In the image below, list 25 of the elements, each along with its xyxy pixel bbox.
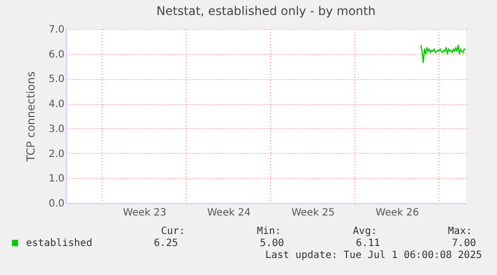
y-tick-label: 6.0 [48,49,64,60]
text: 6.25 [154,238,178,249]
x-tick-label: Week 24 [207,208,251,218]
text: 5.00 [260,238,284,249]
text: 7.00 [452,238,476,249]
text: Cur: [161,226,186,237]
text: Min: [256,226,281,237]
y-tick-label: 4.0 [48,99,64,110]
x-tick-label: Week 25 [291,208,335,218]
text: Avg: [352,226,377,237]
y-tick-label: 5.0 [48,74,64,86]
y-tick-label: 0.0 [48,198,64,210]
y-axis-title: TCP connections [24,71,38,163]
y-tick-label: 7.0 [48,24,64,36]
line-series [420,44,466,64]
y-tick-label: 1.0 [48,174,64,185]
text: Last update: Tue Jul 1 06:00:08 2025 [265,250,482,261]
legend-label: established [26,238,92,249]
y-tick-label: 2.0 [48,148,64,160]
text: 6.11 [356,238,380,249]
y-tick-label: 3.0 [48,124,64,135]
chart-title: Netstat, established only - by month [156,4,376,18]
x-tick-label: Week 26 [376,208,419,218]
x-tick-label: Week 23 [123,208,166,218]
text: Max: [448,226,472,237]
